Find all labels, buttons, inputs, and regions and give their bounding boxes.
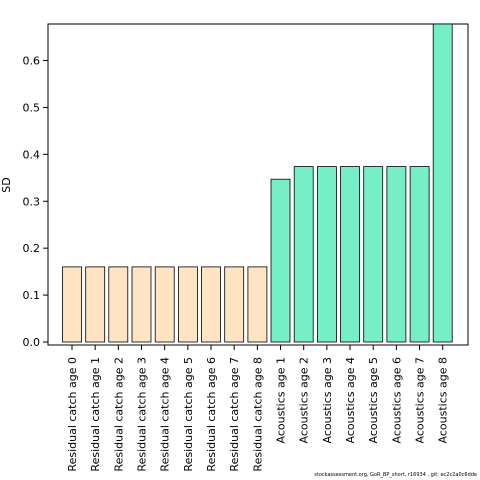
x-tick-label-16: Acoustics age 7 (414, 357, 427, 443)
bar-15 (386, 166, 407, 343)
y-tick-label-0: 0.0 (23, 336, 41, 349)
x-tick-label-14: Acoustics age 5 (367, 357, 380, 443)
x-tick-label-7: Residual catch age 6 (205, 357, 218, 472)
bar-12 (316, 166, 337, 343)
y-axis: 0.0 0.1 0.2 0.3 0.4 0.5 0.6 (23, 55, 48, 349)
bar-16 (409, 166, 430, 343)
y-tick-label-5: 0.5 (23, 101, 41, 114)
bar-9 (247, 266, 268, 343)
bar-8 (224, 266, 245, 343)
footer-caption: stockassessment.org, GoR_BP_short, r1693… (314, 472, 477, 478)
bar-17 (432, 23, 453, 343)
x-tick-label-9: Residual catch age 8 (251, 357, 264, 472)
bar-10 (270, 178, 291, 343)
bar-1 (62, 266, 82, 343)
plot-frame (47, 23, 469, 346)
y-tick-label-1: 0.1 (23, 289, 41, 302)
bar-7 (201, 266, 221, 343)
x-tick-label-6: Residual catch age 5 (182, 357, 195, 472)
bar-5 (154, 266, 175, 343)
x-tick-label-13: Acoustics age 4 (344, 357, 357, 443)
y-tick-label-4: 0.4 (23, 148, 41, 161)
bar-14 (363, 166, 384, 343)
bar-6 (177, 266, 198, 343)
x-tick-label-8: Residual catch age 7 (228, 357, 241, 472)
y-tick-label-3: 0.3 (23, 195, 41, 208)
x-tick-label-1: Residual catch age 0 (66, 357, 79, 472)
bar-11 (293, 166, 314, 343)
x-axis: Residual catch age 0 Residual catch age 1… (66, 345, 450, 472)
y-axis-label: SD (0, 177, 13, 192)
x-tick-label-5: Residual catch age 4 (159, 357, 172, 472)
x-tick-label-2: Residual catch age 1 (89, 357, 102, 472)
x-tick-label-12: Acoustics age 3 (321, 357, 334, 443)
x-tick-label-11: Acoustics age 2 (298, 357, 311, 443)
y-tick-label-6: 0.6 (23, 55, 41, 68)
bar-2 (85, 266, 106, 343)
bars-group (62, 23, 453, 343)
bar-3 (108, 266, 129, 343)
bar-4 (131, 266, 152, 343)
bar-13 (340, 166, 360, 343)
x-tick-label-4: Residual catch age 3 (136, 357, 149, 472)
x-tick-label-10: Acoustics age 1 (275, 357, 288, 443)
y-tick-label-2: 0.2 (23, 242, 41, 255)
x-tick-label-3: Residual catch age 2 (112, 357, 125, 472)
x-tick-label-15: Acoustics age 6 (390, 357, 403, 443)
x-tick-label-17: Acoustics age 8 (437, 357, 450, 443)
